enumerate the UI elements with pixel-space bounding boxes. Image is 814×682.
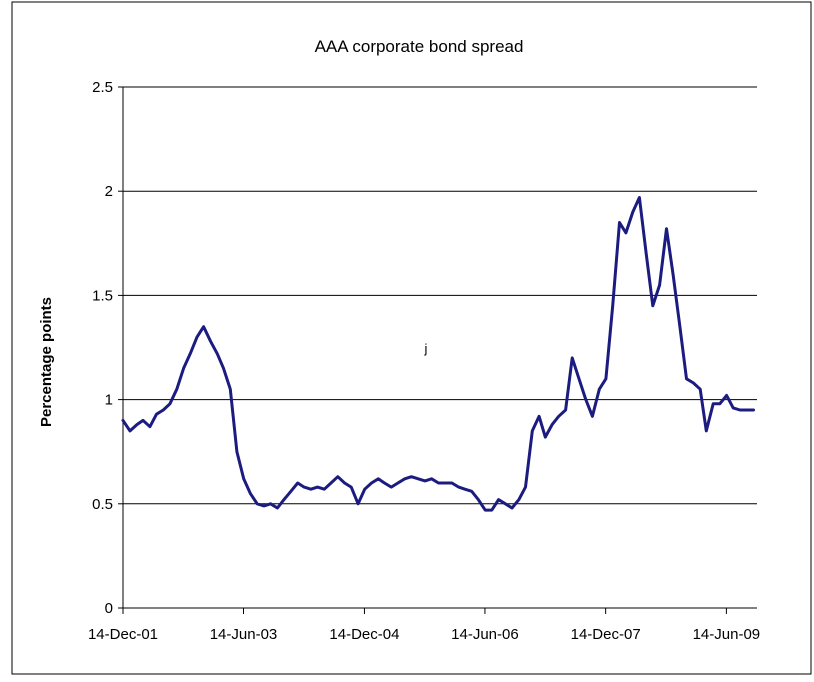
chart-area-border <box>11 1 812 675</box>
chart-title: AAA corporate bond spread <box>315 37 524 56</box>
x-tick-label: 14-Dec-07 <box>571 626 641 643</box>
annotation-text: j <box>424 341 428 356</box>
y-tick-label: 0.5 <box>92 496 113 513</box>
gridlines <box>123 86 757 505</box>
axes: 0 0.5 1 1.5 2 2.5 14-Dec-01 14-Jun-03 14-Dec-04 1… <box>88 79 760 643</box>
y-tick-label: 1 <box>105 392 113 409</box>
x-tick-label: 14-Dec-01 <box>88 626 158 643</box>
x-tick-label: 14-Jun-03 <box>210 626 278 643</box>
y-tick-label: 2.5 <box>92 79 113 96</box>
y-tick-label: 2 <box>105 183 113 200</box>
x-tick-label: 14-Jun-09 <box>693 626 761 643</box>
series-layer <box>121 196 755 512</box>
series-line-0 <box>121 196 755 512</box>
y-tick-label: 0 <box>105 600 113 617</box>
y-tick-label: 1.5 <box>92 287 113 304</box>
x-tick-label: 14-Dec-04 <box>329 626 399 643</box>
y-axis-label: Percentage points <box>38 297 55 427</box>
x-tick-label: 14-Jun-06 <box>451 626 519 643</box>
